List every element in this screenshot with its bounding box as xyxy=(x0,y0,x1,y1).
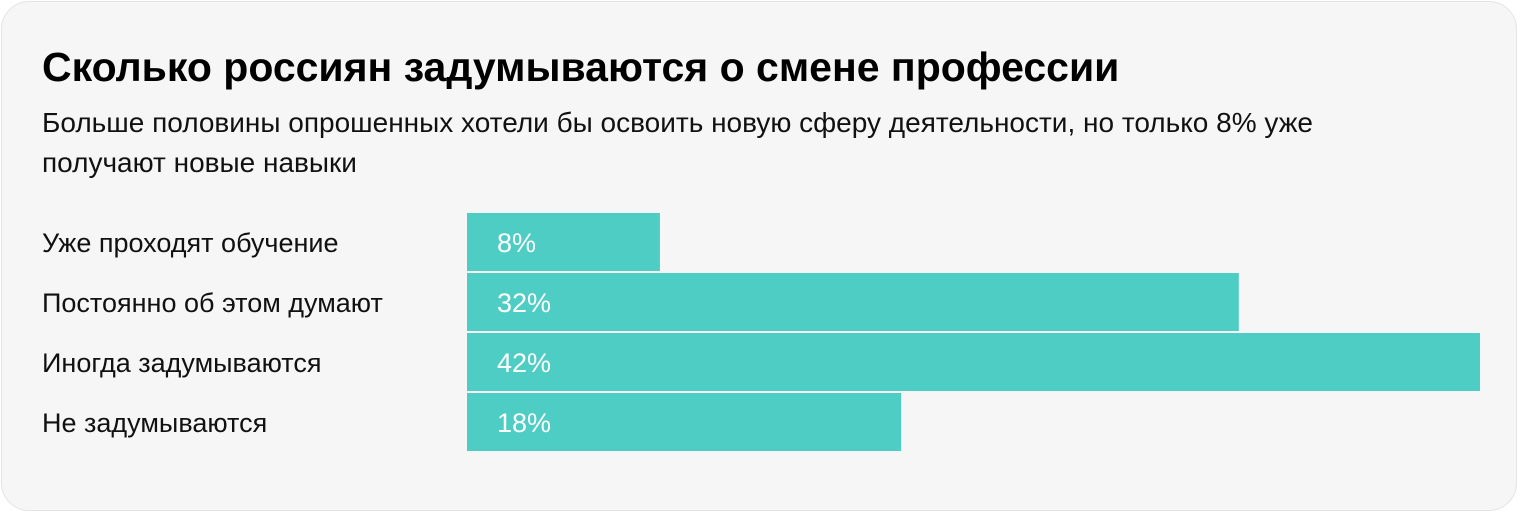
value-label-3: 42% xyxy=(497,348,551,378)
bar-2 xyxy=(467,273,1239,331)
category-label-1: Уже проходят обучение xyxy=(42,228,339,258)
category-label-2: Постоянно об этом думают xyxy=(42,288,383,318)
bar-1 xyxy=(467,213,660,271)
value-label-2: 32% xyxy=(497,288,551,318)
bar-4 xyxy=(467,393,902,451)
value-label-1: 8% xyxy=(497,228,536,258)
bar-3 xyxy=(467,333,1480,391)
value-label-4: 18% xyxy=(497,408,551,438)
category-label-3: Иногда задумываются xyxy=(42,348,321,378)
chart-title: Сколько россиян задумываются о смене про… xyxy=(42,44,1120,90)
chart-subtitle: Больше половины опрошенных хотели бы осв… xyxy=(42,107,1313,178)
category-label-4: Не задумываются xyxy=(42,408,267,438)
